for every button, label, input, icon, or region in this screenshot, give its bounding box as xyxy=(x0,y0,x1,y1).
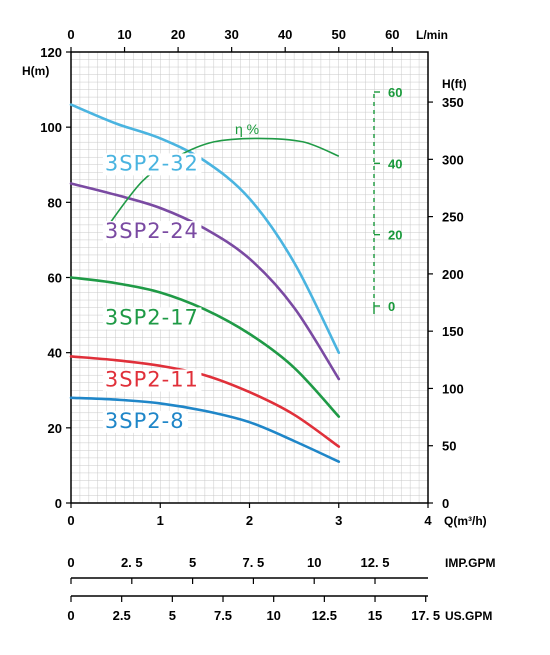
series-label-backdrop xyxy=(102,369,202,392)
right-tick-label: 100 xyxy=(442,381,464,396)
top-axis-label: L/min xyxy=(416,28,448,42)
series-label-backdrop xyxy=(102,410,188,433)
performance-curves xyxy=(69,103,341,463)
right-tick-label: 300 xyxy=(442,152,464,167)
series-label-3sp2-32: 3SP2-32 xyxy=(105,151,199,175)
imp-gpm-tick-label: 5 xyxy=(189,555,196,570)
top-tick-label: 0 xyxy=(67,27,74,42)
axis-ticks: 0 1 2 3 4 Q(m³/h) 0 20 40 60 80 100 120 H(m) 0 10 20 30 40… xyxy=(22,27,487,528)
imp-gpm-label: IMP.GPM xyxy=(445,556,495,570)
efficiency-curve xyxy=(106,137,340,228)
us-gpm-tick-label: 5 xyxy=(169,608,176,623)
x-tick-label: 0 xyxy=(67,513,74,528)
top-tick-label: 40 xyxy=(278,27,292,42)
y-axis-label: H(m) xyxy=(22,64,49,78)
y-tick-label: 120 xyxy=(40,45,62,60)
series-label-3sp2-11: 3SP2-11 xyxy=(105,367,199,391)
efficiency-tick-label: 0 xyxy=(388,299,395,314)
series-label-backdrop xyxy=(102,221,202,244)
curve-3sp2-24 xyxy=(69,182,341,381)
top-tick-label: 10 xyxy=(117,27,131,42)
us-gpm-tick-label: 15 xyxy=(368,608,382,623)
top-tick-label: 30 xyxy=(224,27,238,42)
right-tick-label: 150 xyxy=(442,324,464,339)
efficiency-tick-label: 60 xyxy=(388,85,402,100)
series-label-backdrop xyxy=(102,307,202,330)
efficiency-tick-label: 20 xyxy=(388,228,402,243)
imp-gpm-tick-label: 10 xyxy=(307,555,321,570)
us-gpm-tick-label: 2.5 xyxy=(113,608,131,623)
y-tick-label: 100 xyxy=(40,120,62,135)
us-gpm-label: US.GPM xyxy=(445,609,492,623)
y-tick-label: 40 xyxy=(48,346,62,361)
series-label-3sp2-24: 3SP2-24 xyxy=(105,219,199,243)
us-gpm-tick-label: 10 xyxy=(266,608,280,623)
imp-gpm-tick-label: 7. 5 xyxy=(243,555,265,570)
secondary-flow-scales: 0 2. 5 5 7. 5 10 12. 5 IMP.GPM 0 2.5 5 7.5 10 12.5 15… xyxy=(67,555,495,623)
x-tick-label: 3 xyxy=(335,513,342,528)
y-tick-label: 20 xyxy=(48,421,62,436)
y-tick-label: 60 xyxy=(48,271,62,286)
us-gpm-tick-label: 12.5 xyxy=(312,608,337,623)
curve-3sp2-8 xyxy=(69,396,341,463)
efficiency-tick-label: 40 xyxy=(388,156,402,171)
right-tick-label: 250 xyxy=(442,210,464,225)
x-tick-label: 4 xyxy=(424,513,432,528)
imp-gpm-tick-label: 0 xyxy=(67,555,74,570)
series-labels: 3SP2-32 3SP2-24 3SP2-17 3SP2-11 3SP2-8 xyxy=(102,151,202,433)
x-axis-label: Q(m³/h) xyxy=(444,514,487,528)
us-gpm-tick-label: 17. 5 xyxy=(411,608,440,623)
imp-gpm-tick-label: 2. 5 xyxy=(121,555,143,570)
x-tick-label: 1 xyxy=(157,513,164,528)
top-tick-label: 60 xyxy=(385,27,399,42)
x-tick-label: 2 xyxy=(246,513,253,528)
y-tick-label: 80 xyxy=(48,195,62,210)
right-tick-label: 350 xyxy=(442,95,464,110)
top-tick-label: 50 xyxy=(332,27,346,42)
curve-3sp2-11 xyxy=(69,355,341,448)
us-gpm-tick-label: 0 xyxy=(67,608,74,623)
efficiency-label: η % xyxy=(235,121,259,137)
imp-gpm-tick-label: 12. 5 xyxy=(361,555,390,570)
series-label-backdrop xyxy=(102,153,202,176)
efficiency-curve-group: 0 20 40 60 η % xyxy=(106,85,402,314)
us-gpm-tick-label: 7.5 xyxy=(214,608,232,623)
series-label-3sp2-17: 3SP2-17 xyxy=(105,305,199,329)
curve-3sp2-17 xyxy=(69,276,341,418)
right-tick-label: 50 xyxy=(442,439,456,454)
y-tick-label: 0 xyxy=(55,496,62,511)
top-tick-label: 20 xyxy=(171,27,185,42)
right-tick-label: 200 xyxy=(442,267,464,282)
right-tick-label: 0 xyxy=(442,496,449,511)
series-label-3sp2-8: 3SP2-8 xyxy=(105,409,185,433)
curve-3sp2-32 xyxy=(69,103,341,354)
right-axis-label: H(ft) xyxy=(442,77,467,91)
